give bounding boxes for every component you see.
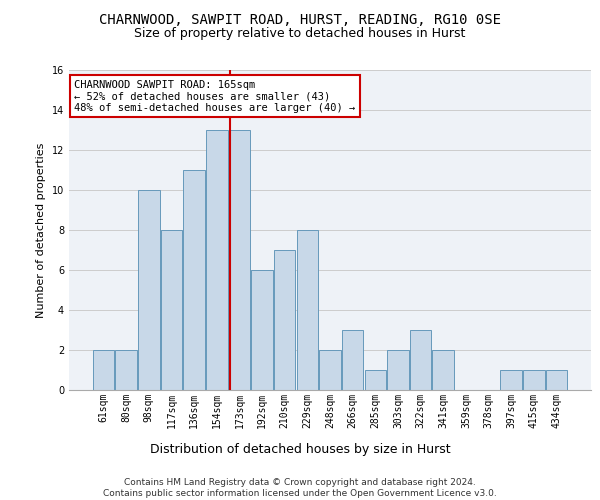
Bar	[229, 130, 250, 390]
Bar	[206, 130, 227, 390]
Bar	[365, 370, 386, 390]
Bar	[115, 350, 137, 390]
Y-axis label: Number of detached properties: Number of detached properties	[36, 142, 46, 318]
Bar	[500, 370, 522, 390]
Bar	[138, 190, 160, 390]
Bar	[546, 370, 567, 390]
Bar	[410, 330, 431, 390]
Bar	[342, 330, 364, 390]
Bar	[251, 270, 273, 390]
Text: Distribution of detached houses by size in Hurst: Distribution of detached houses by size …	[149, 442, 451, 456]
Text: CHARNWOOD, SAWPIT ROAD, HURST, READING, RG10 0SE: CHARNWOOD, SAWPIT ROAD, HURST, READING, …	[99, 12, 501, 26]
Bar	[161, 230, 182, 390]
Text: Contains HM Land Registry data © Crown copyright and database right 2024.
Contai: Contains HM Land Registry data © Crown c…	[103, 478, 497, 498]
Bar	[274, 250, 295, 390]
Text: Size of property relative to detached houses in Hurst: Size of property relative to detached ho…	[134, 28, 466, 40]
Bar	[433, 350, 454, 390]
Bar	[93, 350, 114, 390]
Bar	[184, 170, 205, 390]
Text: CHARNWOOD SAWPIT ROAD: 165sqm
← 52% of detached houses are smaller (43)
48% of s: CHARNWOOD SAWPIT ROAD: 165sqm ← 52% of d…	[74, 80, 355, 113]
Bar	[523, 370, 545, 390]
Bar	[387, 350, 409, 390]
Bar	[319, 350, 341, 390]
Bar	[296, 230, 318, 390]
